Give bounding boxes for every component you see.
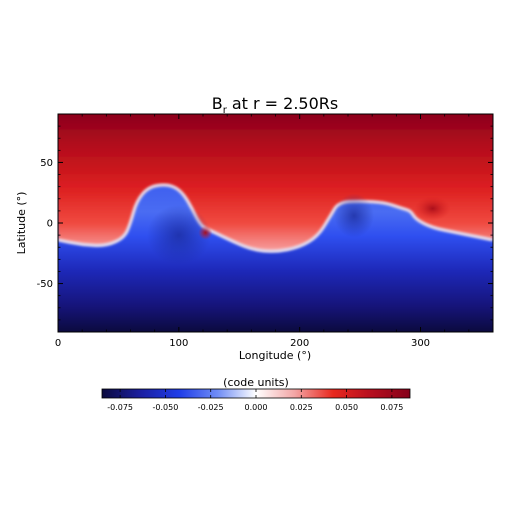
colorbar-tick-label: 0.050 xyxy=(335,403,358,412)
negative-feature-2 xyxy=(334,193,375,238)
colorbar-tick-label: -0.025 xyxy=(198,403,224,412)
x-axis-label: Longitude (°) xyxy=(239,349,311,362)
chart-title-subscript: r xyxy=(223,105,228,116)
y-tick-label: 50 xyxy=(40,158,53,169)
positive-feature-3 xyxy=(414,196,451,221)
neutral-line xyxy=(58,183,493,253)
colorbar-tick-label: 0.075 xyxy=(380,403,403,412)
x-tick-label: 0 xyxy=(55,338,61,349)
chart-title: Br at r = 2.50Rs xyxy=(212,94,339,116)
colorbar-ticks: -0.075 -0.050 -0.025 0.000 0.025 0.050 0.075 xyxy=(107,389,403,412)
x-tick-label: 100 xyxy=(169,338,188,349)
colorbar-tick-label: 0.025 xyxy=(290,403,313,412)
chart-title-b: B xyxy=(212,94,223,113)
north-field xyxy=(58,114,493,252)
x-tick-label: 200 xyxy=(290,338,309,349)
y-tick-label: -50 xyxy=(37,279,53,290)
features-layer xyxy=(146,193,451,266)
y-axis-label: Latitude (°) xyxy=(15,192,28,255)
colorbar-label: (code units) xyxy=(223,376,289,389)
plot-area xyxy=(58,114,493,332)
colorbar-tick-label: -0.075 xyxy=(107,403,133,412)
chart-title-rest: at r = 2.50Rs xyxy=(232,94,338,113)
colorbar-tick-label: -0.050 xyxy=(153,403,179,412)
x-axis: 0 100 200 300 xyxy=(55,114,470,349)
y-axis: 50 0 -50 xyxy=(37,125,493,321)
negative-feature-0 xyxy=(146,205,211,266)
colorbar-tick-label: 0.000 xyxy=(245,403,268,412)
y-tick-label: 0 xyxy=(47,219,53,230)
x-tick-label: 300 xyxy=(411,338,430,349)
positive-feature-1 xyxy=(198,225,213,240)
